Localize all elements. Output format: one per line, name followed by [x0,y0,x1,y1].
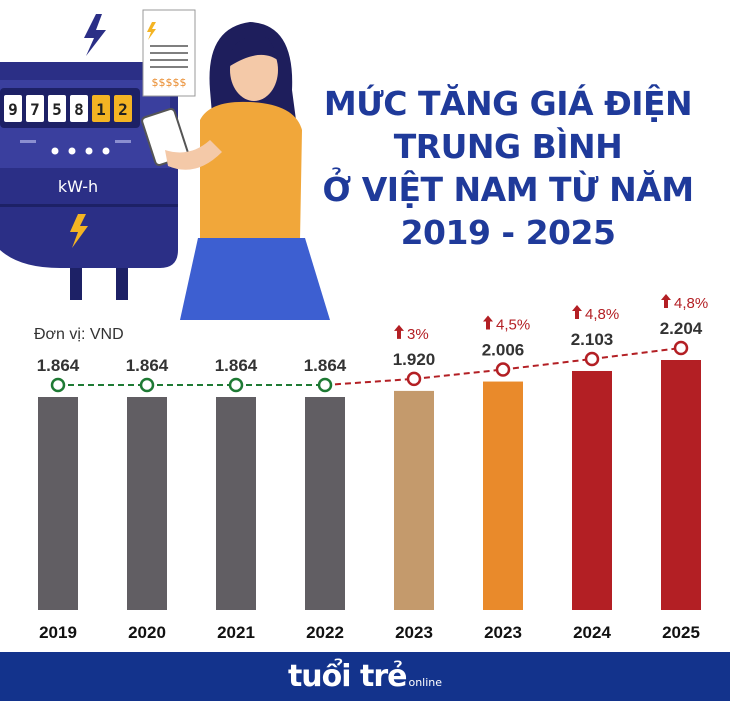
title-line-4: 2019 - 2025 [400,213,616,252]
x-tick-label: 2024 [573,623,611,642]
bill-text: $$$$$ [152,76,187,89]
meter-unit-label: kW-h [58,177,98,196]
meter-digit-box [114,95,132,122]
unit-label: Đơn vị: VND [34,326,124,343]
bar-2022 [305,397,345,610]
bar-2020 [127,397,167,610]
meter-digit: 8 [74,100,84,119]
meter-digit-box [4,95,22,122]
arrow-up-icon [661,294,671,308]
x-tick-label: 2019 [39,623,77,642]
lightning-icon [70,214,88,248]
meter-digit: 9 [8,100,18,119]
meter-digit: 1 [96,100,106,119]
x-tick-label: 2023 [395,623,433,642]
bar-2021 [216,397,256,610]
lightning-icon [84,14,106,56]
x-tick-label: 2020 [128,623,166,642]
title-line-2: TRUNG BÌNH [393,127,623,166]
title-line-1: MỨC TĂNG GIÁ ĐIỆN [323,84,693,123]
trend-point [317,377,333,393]
data-label: 1.864 [126,356,169,375]
trend-line-segment [502,357,593,371]
bar-2024 [572,370,612,610]
arrow-up-icon [572,304,582,319]
arrow-up-icon [394,324,404,339]
brand-name: tuổi trẻ [287,659,408,694]
data-label: 2.204 [660,319,703,338]
increase-label: 4,5% [496,317,530,334]
title-line-3: Ở VIỆT NAM TỪ NĂM [322,170,694,209]
x-tick-label: 2023 [484,623,522,642]
increase-label: 4,8% [674,295,708,312]
bar-2025 [661,360,701,610]
brand-logo: tuổi trẻ online [0,652,730,707]
increase-label: 3% [407,326,429,343]
data-label: 1.864 [37,356,80,375]
meter-digit: 7 [30,100,40,119]
meter-digit-box [26,95,44,122]
meter-digit-box [70,95,88,122]
chart-title: MỨC TĂNG GIÁ ĐIỆN TRUNG BÌNH Ở VIỆT NAM … [318,82,698,254]
x-tick-label: 2021 [217,623,255,642]
meter-digit: 5 [52,100,62,119]
trend-line-segment [413,368,504,380]
trend-point [406,371,422,387]
data-label: 2.006 [482,341,525,360]
data-label: 1.864 [215,356,258,375]
trend-point [495,362,511,377]
arrow-up-icon [483,315,493,330]
bar-chart: 2019 1.864 2020 1.864 2021 1.864 2022 1.864 2023… [37,294,708,642]
bill-paper-icon: $$$$$ [142,9,196,97]
x-tick-label: 2022 [306,623,344,642]
woman-illustration [141,22,330,320]
trend-point [228,377,244,393]
trend-point [139,377,155,393]
trend-point [50,377,66,393]
meter-digit: 2 [118,100,128,119]
meter-digit-box [48,95,66,122]
data-label: 2.103 [571,330,614,349]
x-tick-label: 2025 [662,623,700,642]
data-label: 1.864 [304,356,347,375]
trend-line-segment [591,347,682,360]
footer-bar: tuổi trẻ online [0,652,730,701]
increase-label: 4,8% [585,306,619,323]
trend-point [673,340,689,356]
bar-2019 [38,397,78,610]
bar-2023 [483,381,523,610]
meter-digit-box [92,95,110,122]
trend-point [584,351,600,367]
brand-sub: online [408,676,443,689]
bar-2023 [394,390,434,610]
data-label: 1.920 [393,350,436,369]
trend-line-segment [324,377,415,386]
